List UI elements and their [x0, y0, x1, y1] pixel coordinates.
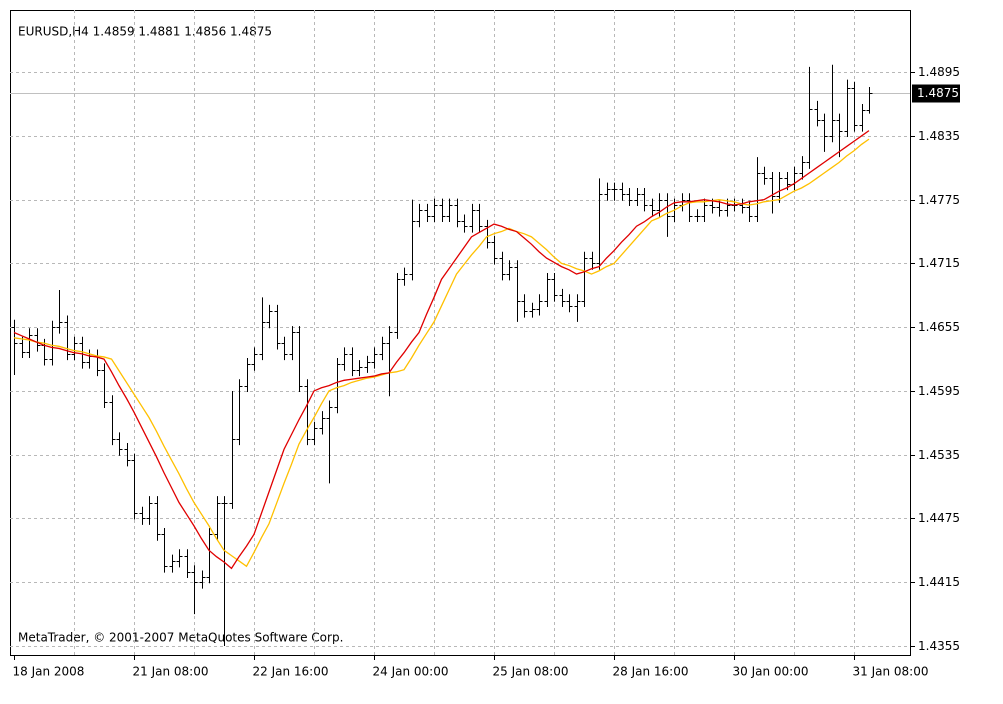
y-tick-label: 1.4355: [918, 639, 960, 653]
copyright: MetaTrader, © 2001-2007 MetaQuotes Softw…: [18, 631, 343, 645]
x-tick-label: 31 Jan 08:00: [853, 665, 929, 679]
x-tick-label: 21 Jan 08:00: [133, 665, 209, 679]
y-tick-label: 1.4595: [918, 384, 960, 398]
y-tick-label: 1.4835: [918, 129, 960, 143]
moving-average: [13, 138, 870, 568]
plot-frame: [10, 10, 911, 656]
bid-label-box: [912, 84, 960, 103]
x-tick-label: 24 Jan 00:00: [373, 665, 449, 679]
y-tick-label: 1.4415: [918, 575, 960, 589]
y-tick-label: 1.4655: [918, 320, 960, 334]
y-tick-label: 1.4715: [918, 256, 960, 270]
chart-title: EURUSD,H4 1.4859 1.4881 1.4856 1.4875: [18, 25, 272, 39]
moving-average: [13, 130, 870, 570]
y-tick-label: 1.4895: [918, 65, 960, 79]
x-tick-label: 18 Jan 2008: [13, 665, 85, 679]
x-tick-label: 22 Jan 16:00: [253, 665, 329, 679]
y-tick-label: 1.4775: [918, 193, 960, 207]
x-tick-label: 30 Jan 00:00: [733, 665, 809, 679]
x-tick-label: 25 Jan 08:00: [493, 665, 569, 679]
x-tick-label: 28 Jan 16:00: [613, 665, 689, 679]
y-tick-label: 1.4475: [918, 511, 960, 525]
bid-label: 1.4875: [917, 86, 959, 100]
y-tick-label: 1.4535: [918, 448, 960, 462]
